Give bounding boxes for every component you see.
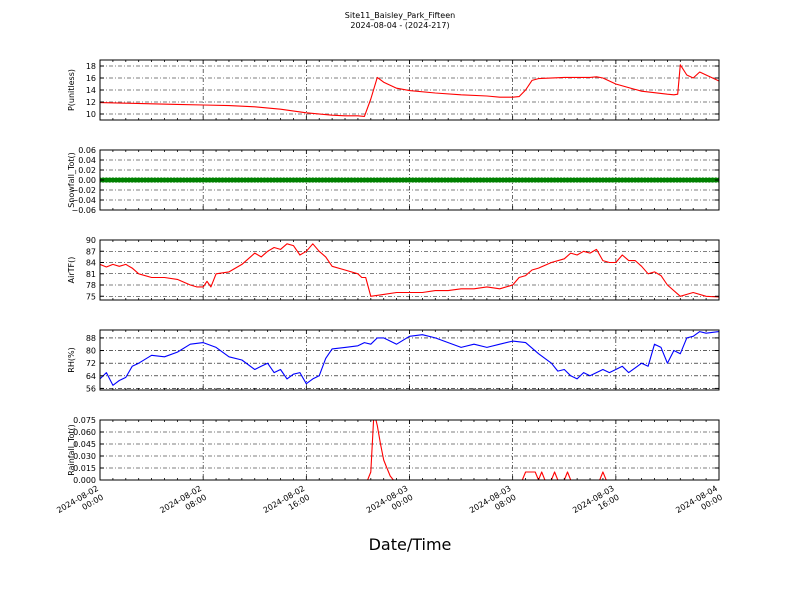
series-line-4: [100, 331, 719, 386]
panel-4: 56 64 72 80 88 RH(%): [67, 329, 720, 393]
chart-title-block: Site11_Baisley_Park_Fifteen 2024-08-04 -…: [0, 11, 800, 31]
y-tick-label: 64: [86, 372, 96, 381]
y-tick-label: 0.045: [73, 440, 96, 449]
y-tick-label: 18: [86, 62, 96, 71]
x-tick-label: 2024-08-0300:00: [365, 484, 415, 524]
y-tick-label: 87: [86, 247, 96, 256]
series-line-3: [100, 243, 719, 298]
x-tick-label: 2024-08-0208:00: [158, 484, 208, 524]
y-tick-label: 14: [86, 86, 96, 95]
y-tick-label: 0.060: [73, 428, 96, 437]
x-axis-label: Date/Time: [369, 535, 452, 554]
panel-2: −0.06−0.04−0.020.000.020.040.06Snowfall_…: [67, 146, 720, 215]
y-axis-label: AirTF(): [67, 257, 76, 284]
y-tick-label: −0.04: [71, 196, 96, 205]
panel-3: 75 78 81 84 87 90 AirTF(): [67, 236, 720, 301]
y-tick-label: 88: [86, 334, 96, 343]
x-tick-label: 2024-08-0200:00: [55, 484, 105, 524]
y-tick-label: 10: [86, 110, 96, 119]
y-tick-label: 78: [86, 281, 96, 290]
y-tick-label: 0.06: [78, 146, 96, 155]
y-tick-label: 0.02: [78, 166, 96, 175]
x-tick-label: 2024-08-0216:00: [262, 484, 312, 524]
y-tick-label: −0.06: [71, 206, 96, 215]
y-tick-label: 56: [86, 384, 96, 393]
series-line-5: [100, 420, 719, 480]
y-tick-label: 81: [86, 270, 96, 279]
y-tick-label: 0.075: [73, 416, 96, 425]
panel-1: 10 12 14 16 18 P(unitless): [67, 59, 720, 121]
y-tick-label: 12: [86, 98, 96, 107]
y-tick-label: 0.015: [73, 464, 96, 473]
y-tick-label: 0.000: [73, 476, 96, 485]
chart-panels: 1012141618P(unitless)−0.06−0.04−0.020.00…: [67, 59, 720, 485]
x-tick-label: 2024-08-0316:00: [571, 484, 621, 524]
y-axis-label: Rainfall_Tot(): [67, 424, 76, 476]
y-tick-label: 84: [86, 259, 96, 268]
y-axis-label: Snowfall_Tot(): [67, 152, 76, 208]
panel-5: 0.000 0.015 0.030 0.045 0.060 0.075Rainfall_T…: [67, 416, 720, 485]
y-tick-label: 16: [86, 74, 96, 83]
series-line-1: [100, 64, 719, 117]
y-tick-label: 80: [86, 347, 96, 356]
x-axis: 2024-08-0200:00 2024-08-0208:00 2024-08-02…: [55, 484, 724, 524]
y-tick-label: 0.030: [73, 452, 96, 461]
y-tick-label: 0.00: [78, 176, 96, 185]
y-tick-label: 0.04: [78, 156, 96, 165]
x-tick-label: 2024-08-0308:00: [468, 484, 518, 524]
y-axis-label: P(unitless): [67, 69, 76, 111]
y-tick-label: 90: [86, 236, 96, 245]
y-tick-label: −0.02: [71, 186, 96, 195]
y-axis-label: RH(%): [67, 347, 76, 372]
y-tick-label: 72: [86, 359, 96, 368]
x-tick-label: 2024-08-0400:00: [674, 484, 724, 524]
y-tick-label: 75: [86, 292, 96, 301]
chart-subtitle: 2024-08-04 - (2024-217): [350, 21, 450, 30]
chart-title: Site11_Baisley_Park_Fifteen: [344, 11, 456, 20]
